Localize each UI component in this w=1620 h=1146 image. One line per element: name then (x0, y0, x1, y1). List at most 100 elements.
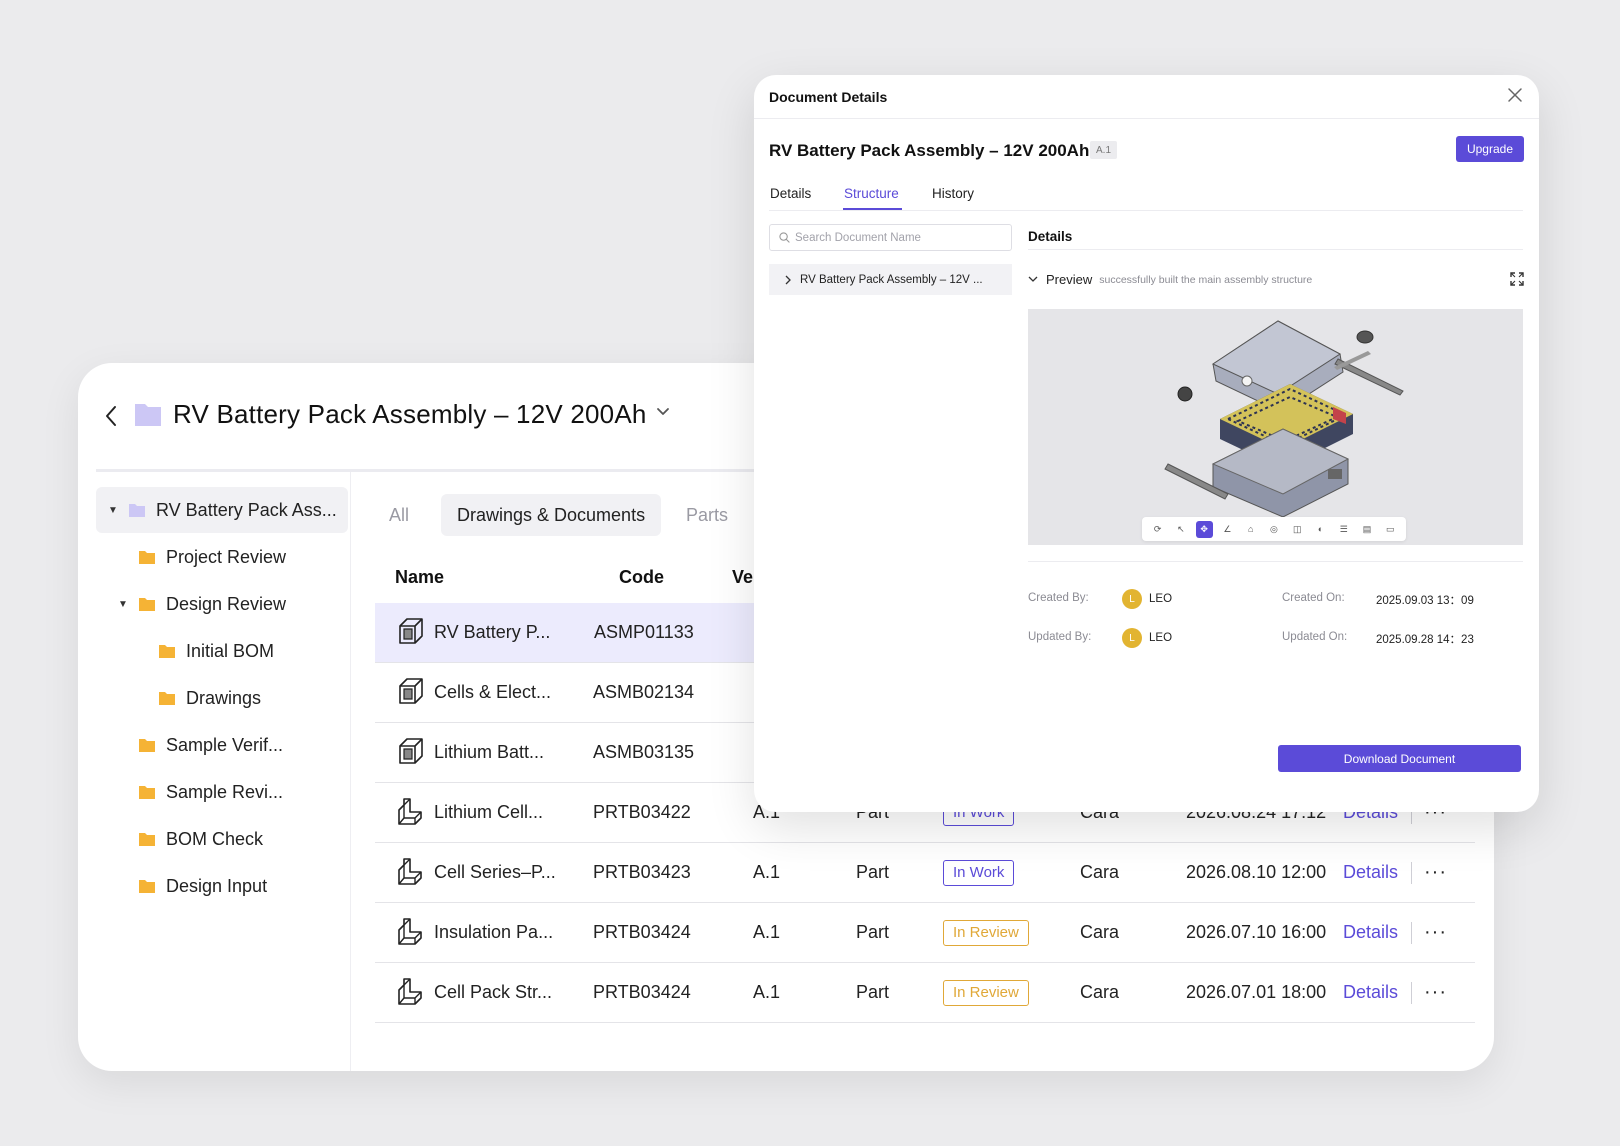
divider (1411, 861, 1412, 884)
search-field[interactable] (769, 224, 1012, 251)
updated-by-label: Updated By: (1028, 631, 1092, 643)
row-name: Insulation Pa... (434, 922, 554, 942)
properties-icon[interactable]: ▤ (1362, 523, 1372, 534)
row-code: ASMB02134 (593, 682, 695, 702)
folder-icon (138, 737, 156, 753)
active-tab-indicator (843, 208, 902, 210)
assembly-icon (395, 676, 425, 706)
explode-icon[interactable]: ◫ (1292, 523, 1302, 534)
layers-icon[interactable]: ☰ (1339, 523, 1348, 534)
chevron-right-icon[interactable] (784, 275, 791, 285)
row-name: Cells & Elect... (434, 682, 552, 702)
part-icon (395, 916, 425, 946)
tree-item-design-input[interactable]: Design Input (138, 863, 267, 909)
preview-status-text: successfully built the main assembly str… (1099, 273, 1313, 286)
back-button[interactable] (96, 401, 126, 431)
rotate-icon[interactable]: ⟳ (1153, 523, 1162, 534)
row-code: ASMP01133 (594, 622, 694, 642)
more-actions-button[interactable]: ··· (1424, 921, 1447, 943)
row-code: PRTB03424 (593, 982, 691, 1002)
dialog-title: Document Details (769, 89, 888, 105)
table-row[interactable]: Cell Series–P... PRTB03423 A.1 Part In W… (375, 843, 1475, 903)
row-type: Part (856, 982, 890, 1002)
pan-move-icon[interactable]: ✥ (1195, 520, 1213, 538)
tree-item-label: Design Input (166, 875, 268, 896)
tab-history[interactable]: History (932, 186, 975, 201)
caret-down-icon[interactable]: ▼ (118, 598, 128, 610)
folder-icon (138, 878, 156, 894)
divider (1411, 921, 1412, 944)
tree-item-label: RV Battery Pack Ass... (156, 499, 337, 520)
table-row[interactable]: Cell Pack Str... PRTB03424 A.1 Part In R… (375, 963, 1475, 1023)
battery-assembly-model-image (1164, 320, 1404, 518)
caret-down-icon[interactable]: ▼ (108, 504, 118, 516)
search-input[interactable] (795, 231, 995, 244)
chevron-down-icon[interactable] (1028, 276, 1038, 283)
expand-icon (1510, 272, 1524, 286)
assembly-icon (395, 736, 425, 766)
folder-icon (138, 596, 156, 612)
row-code: PRTB03423 (593, 862, 691, 882)
tree-item-bom-check[interactable]: BOM Check (138, 816, 263, 862)
header-divider (96, 469, 836, 472)
row-code: ASMB03135 (593, 742, 695, 762)
row-owner: Cara (1080, 862, 1120, 882)
tree-item-root[interactable]: ▼ RV Battery Pack Ass... (96, 487, 348, 533)
details-link[interactable]: Details (1343, 982, 1399, 1002)
comment-icon[interactable]: ▭ (1386, 523, 1395, 534)
tab-drawings-documents[interactable]: Drawings & Documents (441, 494, 662, 536)
close-button[interactable] (1507, 87, 1523, 108)
details-link[interactable]: Details (1343, 862, 1399, 882)
download-document-button[interactable]: Download Document (1278, 745, 1521, 772)
section-icon[interactable]: ◎ (1270, 523, 1278, 534)
status-badge: In Review (943, 919, 1029, 946)
tree-node-label: RV Battery Pack Assembly – 12V ... (800, 273, 983, 286)
tree-item-sample-verif[interactable]: Sample Verif... (138, 722, 283, 768)
tree-item-design-review[interactable]: ▼ Design Review (118, 581, 286, 627)
row-name: Lithium Batt... (434, 742, 545, 762)
tab-parts[interactable]: Parts (686, 504, 729, 525)
structure-tree-node[interactable]: RV Battery Pack Assembly – 12V ... (769, 264, 1012, 295)
tree-item-project-review[interactable]: Project Review (138, 534, 286, 580)
render-mode-icon[interactable]: ◐ (1317, 524, 1324, 534)
folder-icon (158, 643, 176, 659)
folder-tree: ▼ RV Battery Pack Ass... Project Review … (78, 472, 351, 1071)
preview-label: Preview (1046, 272, 1093, 287)
fullscreen-button[interactable] (1510, 272, 1524, 291)
tree-item-label: Sample Verif... (166, 734, 284, 755)
chevron-down-icon[interactable] (656, 407, 670, 417)
updated-by-name: LEO (1149, 632, 1173, 644)
tab-details[interactable]: Details (770, 186, 812, 201)
details-link[interactable]: Details (1343, 922, 1399, 942)
tree-item-label: Drawings (186, 687, 262, 708)
select-cursor-icon[interactable]: ↖ (1177, 523, 1185, 534)
row-version: A.1 (753, 862, 781, 882)
column-header-version[interactable]: Ve (732, 567, 754, 587)
more-actions-button[interactable]: ··· (1424, 981, 1447, 1003)
tab-all[interactable]: All (389, 504, 410, 525)
folder-icon (158, 690, 176, 706)
row-code: PRTB03422 (593, 802, 691, 822)
folder-icon (135, 404, 161, 426)
table-row[interactable]: Insulation Pa... PRTB03424 A.1 Part In R… (375, 903, 1475, 963)
tree-item-sample-revi[interactable]: Sample Revi... (138, 769, 283, 815)
tree-item-initial-bom[interactable]: Initial BOM (158, 628, 274, 674)
tree-item-drawings[interactable]: Drawings (158, 675, 261, 721)
details-heading: Details (1028, 229, 1073, 244)
upgrade-button[interactable]: Upgrade (1455, 136, 1524, 162)
column-header-code[interactable]: Code (619, 567, 664, 587)
preview-header[interactable]: Preview successfully built the main asse… (1028, 272, 1312, 287)
row-date: 2026.08.10 12:00 (1186, 862, 1327, 882)
page-header: RV Battery Pack Assembly – 12V 200Ah (78, 363, 1494, 473)
column-header-name[interactable]: Name (395, 567, 445, 587)
measure-icon[interactable]: ∠ (1223, 523, 1232, 534)
tab-structure[interactable]: Structure (844, 186, 899, 201)
more-actions-button[interactable]: ··· (1424, 861, 1447, 883)
part-icon (395, 856, 425, 886)
row-name: RV Battery P... (434, 622, 551, 642)
created-by-label: Created By: (1028, 592, 1089, 604)
search-icon (779, 232, 790, 243)
view-cube-icon[interactable]: ⌂ (1247, 524, 1254, 534)
assembly-icon (395, 616, 425, 646)
3d-preview-viewer[interactable]: ⟳ ↖ ✥ ∠ ⌂ ◎ ◫ ◐ ☰ ▤ ▭ (1028, 309, 1523, 545)
